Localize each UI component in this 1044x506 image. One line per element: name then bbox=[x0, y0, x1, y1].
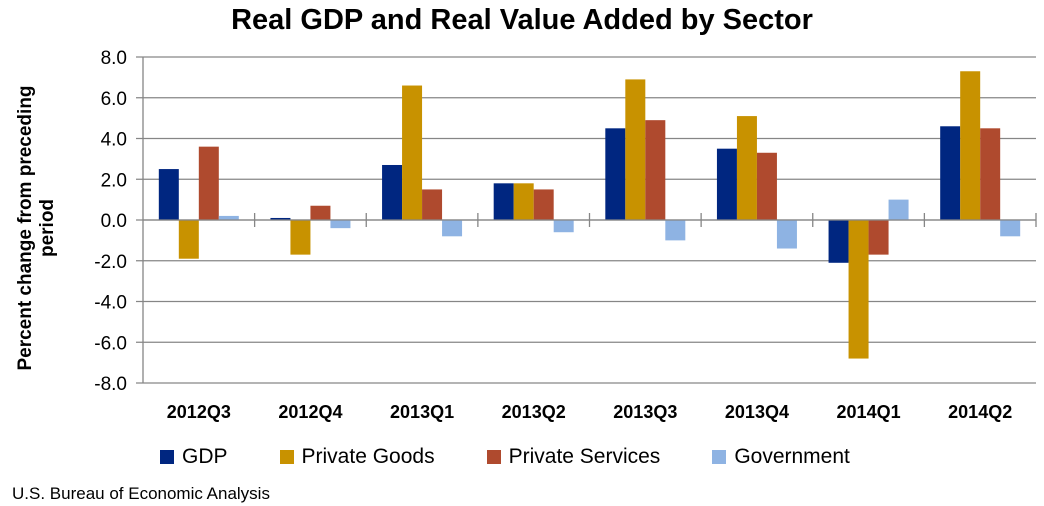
bar-private-goods bbox=[736, 116, 757, 220]
bar-gdp bbox=[716, 148, 737, 220]
bar-gdp bbox=[493, 183, 514, 220]
legend-label: Government bbox=[734, 445, 850, 468]
bar-private-services bbox=[198, 146, 219, 220]
bar-private-goods bbox=[960, 71, 981, 220]
bar-government bbox=[1000, 220, 1021, 237]
bar-government bbox=[665, 220, 686, 241]
bar-private-goods bbox=[513, 183, 534, 220]
bar-gdp bbox=[270, 217, 291, 220]
y-tick-label: 6.0 bbox=[101, 89, 127, 110]
bar-government bbox=[330, 220, 351, 229]
bar-private-services bbox=[868, 220, 889, 255]
y-tick-label: 2.0 bbox=[101, 170, 127, 191]
chart-title: Real GDP and Real Value Added by Sector bbox=[231, 4, 813, 36]
legend-label: Private Services bbox=[508, 445, 661, 468]
bar-private-services bbox=[310, 205, 331, 220]
y-tick-label: -8.0 bbox=[94, 374, 127, 395]
bar-government bbox=[553, 220, 574, 233]
bar-private-services bbox=[422, 189, 443, 220]
x-tick-label: 2014Q1 bbox=[837, 402, 901, 422]
y-tick-label: -4.0 bbox=[94, 293, 127, 314]
y-tick-label: 0.0 bbox=[101, 211, 127, 232]
legend: GDP Private Goods Private Services Gover… bbox=[160, 445, 902, 469]
y-tick-label: -2.0 bbox=[94, 252, 127, 273]
y-tick-label: 8.0 bbox=[101, 48, 127, 69]
bar-private-goods bbox=[625, 79, 646, 220]
legend-swatch bbox=[160, 450, 174, 464]
bar-private-goods bbox=[848, 220, 869, 359]
bar-gdp bbox=[828, 220, 849, 263]
bar-private-services bbox=[756, 152, 777, 220]
bar-government bbox=[218, 215, 239, 220]
x-tick-label: 2013Q2 bbox=[502, 402, 566, 422]
y-tick-label: -6.0 bbox=[94, 333, 127, 354]
bar-private-goods bbox=[402, 85, 423, 221]
x-tick-label: 2014Q2 bbox=[948, 402, 1012, 422]
legend-swatch bbox=[279, 450, 294, 464]
bar-private-services bbox=[980, 128, 1001, 220]
legend-swatch bbox=[486, 450, 501, 464]
source-note: U.S. Bureau of Economic Analysis bbox=[12, 484, 270, 503]
bar-private-services bbox=[533, 189, 554, 220]
x-tick-label: 2013Q1 bbox=[390, 402, 454, 422]
x-tick-label: 2013Q4 bbox=[725, 402, 789, 422]
legend-label: Private Goods bbox=[301, 445, 435, 468]
legend-swatch bbox=[712, 450, 727, 464]
x-tick-label: 2013Q3 bbox=[613, 402, 677, 422]
bar-gdp bbox=[158, 169, 179, 220]
x-tick-label: 2012Q3 bbox=[167, 402, 231, 422]
legend-item-government: Government bbox=[712, 445, 850, 469]
bar-government bbox=[442, 220, 463, 237]
legend-item-gdp: GDP bbox=[160, 445, 228, 469]
bar-gdp bbox=[382, 164, 403, 220]
bar-private-goods bbox=[178, 220, 199, 259]
legend-item-private-services: Private Services bbox=[486, 445, 661, 469]
bar-gdp bbox=[940, 126, 961, 220]
legend-label: GDP bbox=[182, 445, 228, 468]
bar-government bbox=[888, 199, 909, 220]
x-tick-label: 2012Q4 bbox=[278, 402, 342, 422]
legend-item-private-goods: Private Goods bbox=[279, 445, 435, 469]
bar-government bbox=[776, 220, 797, 249]
y-tick-label: 4.0 bbox=[101, 130, 127, 151]
bar-private-services bbox=[645, 120, 666, 220]
bar-private-goods bbox=[290, 220, 311, 255]
bar-gdp bbox=[605, 128, 626, 220]
